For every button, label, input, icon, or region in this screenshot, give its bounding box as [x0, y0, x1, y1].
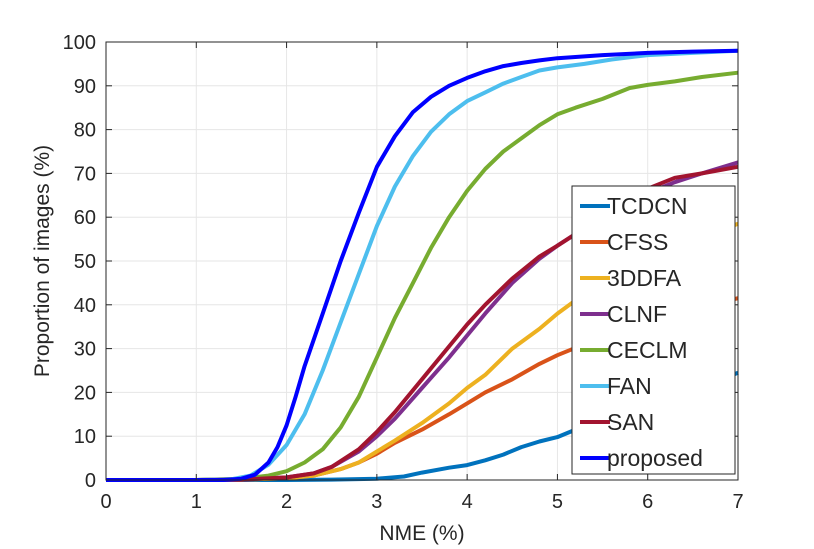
- legend-label-san: SAN: [607, 409, 654, 435]
- x-tick-label: 3: [371, 491, 382, 513]
- y-tick-label: 30: [74, 339, 96, 361]
- x-tick-label: 7: [732, 491, 743, 513]
- y-tick-label: 10: [74, 426, 96, 448]
- y-tick-label: 40: [74, 295, 96, 317]
- series-line-proposed: [106, 48, 739, 482]
- legend-label-fan: FAN: [607, 373, 652, 399]
- legend-label-tcdcn: TCDCN: [607, 193, 688, 219]
- x-tick-label: 6: [642, 491, 653, 513]
- legend-label-3ddfa: 3DDFA: [607, 265, 682, 291]
- y-tick-label: 20: [74, 382, 96, 404]
- x-axis-label: NME (%): [379, 522, 464, 545]
- y-tick-label: 100: [63, 32, 96, 54]
- y-tick-label: 0: [85, 470, 96, 492]
- y-tick-label: 80: [74, 120, 96, 142]
- legend-label-ceclm: CECLM: [607, 337, 688, 363]
- y-tick-label: 50: [74, 251, 96, 273]
- legend-label-cfss: CFSS: [607, 229, 668, 255]
- x-tick-label: 4: [462, 491, 473, 513]
- series-line-ceclm: [106, 70, 739, 482]
- x-tick-label: 1: [191, 491, 202, 513]
- y-tick-label: 60: [74, 207, 96, 229]
- series-line-fan: [106, 48, 739, 482]
- y-tick-label: 90: [74, 76, 96, 98]
- legend-label-proposed: proposed: [607, 445, 703, 471]
- x-tick-label: 0: [100, 491, 111, 513]
- x-tick-label: 5: [552, 491, 563, 513]
- legend-box: [571, 185, 736, 475]
- legend-label-clnf: CLNF: [607, 301, 667, 327]
- legend: TCDCN CFSS 3DDFA CLNF CECLM FAN SAN proposed: [571, 185, 736, 475]
- y-tick-label: 70: [74, 163, 96, 185]
- y-axis-label: Proportion of images (%): [31, 145, 54, 377]
- x-tick-label: 2: [281, 491, 292, 513]
